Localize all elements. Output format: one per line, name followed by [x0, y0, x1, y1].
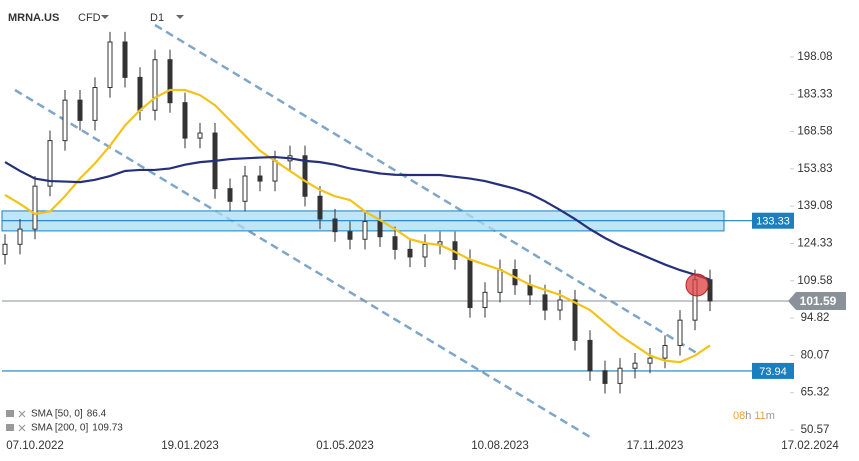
candle-body	[2, 243, 8, 255]
candle-body	[542, 294, 548, 311]
x-tick-label: 19.01.2023	[161, 440, 219, 452]
level-label: 133.33	[756, 216, 790, 228]
timeframe[interactable]: D1	[150, 12, 164, 24]
candle-body	[167, 59, 173, 104]
y-tick-label: 198.08	[797, 51, 832, 63]
countdown: 08h 11m	[733, 410, 775, 422]
candle-body	[617, 367, 623, 384]
candle-body	[77, 99, 83, 121]
level-label-box	[752, 362, 794, 379]
legend-icon	[6, 424, 14, 431]
channel-line	[154, 23, 701, 357]
candle-body	[257, 175, 263, 182]
last-price-box	[788, 291, 846, 310]
dropdown-arrow[interactable]	[176, 15, 184, 19]
level-label-box	[752, 212, 794, 229]
candle-body	[152, 59, 158, 111]
x-tick-label: 01.05.2023	[316, 440, 374, 452]
y-tick-label: 109.58	[797, 275, 832, 287]
y-tick-label: 153.83	[797, 163, 832, 175]
candle-body	[407, 248, 413, 258]
candle-body	[467, 258, 473, 309]
candle-body	[482, 291, 488, 309]
sma-line	[4, 88, 711, 364]
candle-body	[122, 41, 128, 78]
candle-body	[377, 221, 383, 238]
candle-body	[227, 188, 233, 202]
candle-body	[17, 228, 23, 245]
legend-value: 86.4	[87, 409, 107, 420]
last-price-label: 101.59	[800, 294, 837, 308]
candle-body	[107, 41, 113, 89]
legend-name: SMA [200, 0]	[31, 423, 88, 434]
y-tick-label: 65.32	[801, 387, 830, 399]
sma-line	[4, 155, 711, 281]
countdown-hours: 08	[733, 410, 745, 422]
candle-body	[677, 319, 683, 346]
candle-body	[182, 102, 188, 139]
candle-body	[647, 357, 653, 364]
countdown-unit: h	[745, 410, 751, 422]
countdown-unit: m	[766, 410, 775, 422]
legend-icon	[6, 410, 14, 417]
x-tick-label: 17.11.2023	[627, 440, 684, 452]
dropdown-arrow[interactable]	[101, 15, 109, 19]
candle-body	[32, 185, 38, 230]
candle-body	[302, 155, 308, 197]
candle-body	[557, 299, 563, 311]
y-tick-label: 50.57	[801, 424, 830, 436]
x-tick-label: 07.10.2022	[6, 440, 64, 452]
candle-body	[347, 231, 353, 240]
candle-body	[362, 221, 368, 240]
candle-body	[587, 339, 593, 372]
marks	[1, 31, 790, 394]
legend-value: 109.73	[92, 423, 123, 434]
y-tick-label: 94.82	[801, 312, 830, 324]
candle-body	[662, 344, 668, 359]
level-label: 73.94	[759, 366, 787, 378]
legend-close[interactable]	[18, 424, 26, 432]
x-tick-label: 10.08.2023	[471, 440, 529, 452]
candle-body	[242, 175, 248, 202]
y-tick-label: 168.58	[797, 126, 832, 138]
candle-body	[332, 218, 338, 233]
candle-body	[62, 99, 68, 142]
y-tick-label: 80.07	[801, 349, 830, 361]
candle-body	[272, 160, 278, 182]
legend-name: SMA [50, 0]	[31, 409, 83, 420]
legend-close[interactable]	[18, 410, 26, 418]
candle-body	[137, 76, 143, 111]
candle-body	[632, 362, 638, 369]
candle-body	[197, 132, 203, 139]
highlight-marker	[685, 273, 709, 297]
candle-body	[47, 140, 53, 187]
candle-body	[572, 299, 578, 341]
candle-body	[392, 236, 398, 250]
candle-body	[92, 87, 98, 121]
x-tick-label: 17.02.2024	[781, 440, 839, 452]
candle-body	[707, 279, 713, 302]
channel-line	[14, 88, 591, 439]
candle-body	[317, 195, 323, 220]
candle-body	[497, 269, 503, 293]
instrument-type: CFD	[78, 12, 101, 24]
y-tick-label: 139.08	[797, 200, 832, 212]
y-tick-label: 124.33	[797, 238, 832, 250]
candle-body	[422, 243, 428, 258]
y-tick-label: 183.33	[797, 88, 832, 100]
countdown-minutes: 11	[754, 410, 765, 422]
candle-body	[602, 370, 608, 384]
symbol: MRNA.US	[8, 12, 59, 24]
